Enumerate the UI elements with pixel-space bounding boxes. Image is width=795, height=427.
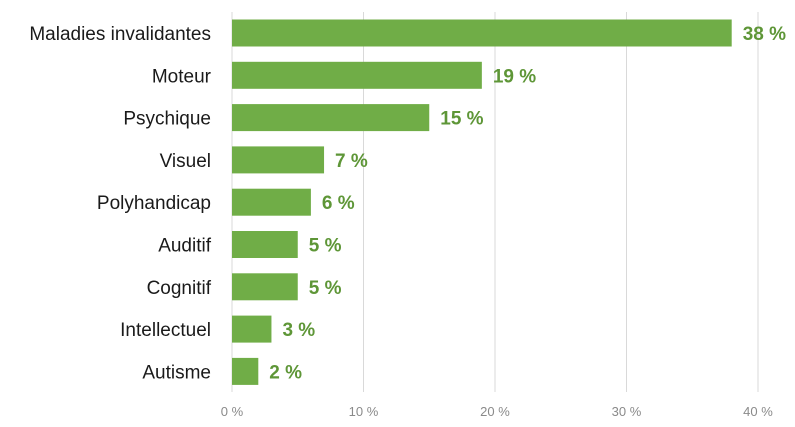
- bar: [232, 357, 259, 385]
- category-label: Autisme: [142, 362, 211, 383]
- bar: [232, 104, 430, 132]
- bar: [232, 273, 298, 301]
- x-tick-label: 40 %: [743, 404, 773, 419]
- bar: [232, 231, 298, 258]
- category-label: Auditif: [158, 236, 212, 257]
- category-label: Intellectuel: [120, 320, 211, 341]
- value-label: 5 %: [309, 236, 342, 257]
- bar: [232, 188, 311, 216]
- x-tick-label: 10 %: [349, 404, 379, 419]
- value-label: 19 %: [493, 66, 536, 87]
- value-label: 3 %: [282, 320, 315, 341]
- value-label: 5 %: [309, 278, 342, 299]
- category-label: Cognitif: [147, 278, 212, 299]
- category-label: Moteur: [152, 66, 212, 87]
- bar: [232, 19, 732, 47]
- x-tick-label: 0 %: [221, 404, 244, 419]
- value-label: 38 %: [743, 24, 786, 45]
- x-tick-label: 30 %: [612, 404, 642, 419]
- bar: [232, 146, 325, 174]
- category-label: Visuel: [160, 151, 211, 172]
- bar: [232, 61, 482, 89]
- category-label: Psychique: [123, 109, 211, 130]
- label-layer: Maladies invalidantes 38 % Moteur 19 % Psych…: [29, 24, 786, 383]
- value-label: 2 %: [269, 362, 302, 383]
- category-label: Maladies invalidantes: [29, 24, 211, 45]
- x-tick-label: 20 %: [480, 404, 510, 419]
- bar: [232, 315, 272, 343]
- value-label: 6 %: [322, 193, 355, 214]
- tick-layer: 0 % 10 % 20 % 30 % 40 %: [221, 404, 773, 419]
- value-label: 15 %: [440, 109, 483, 130]
- value-label: 7 %: [335, 151, 368, 172]
- bar-layer: [232, 19, 732, 385]
- category-label: Polyhandicap: [97, 193, 211, 214]
